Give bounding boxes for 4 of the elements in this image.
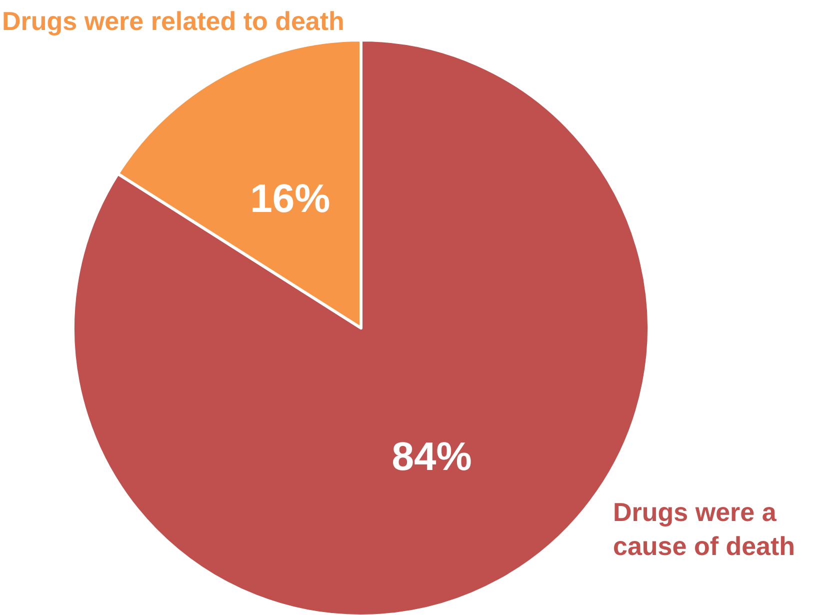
slice-label: Drugs were a cause of death (613, 497, 796, 561)
slice-label: Drugs were related to death (2, 6, 344, 36)
data-label: 16% (250, 177, 330, 222)
data-label: 84% (392, 434, 472, 479)
